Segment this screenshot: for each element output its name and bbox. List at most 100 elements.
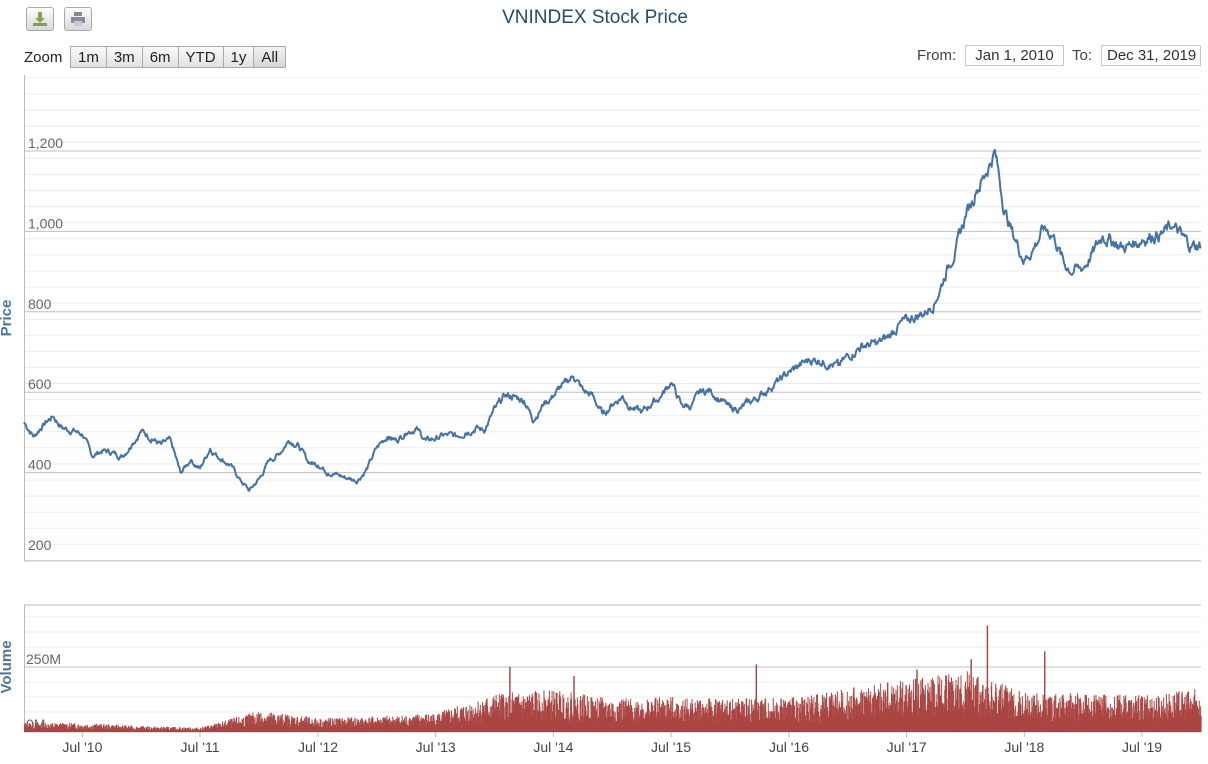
price-y-tick-label: 600 xyxy=(28,376,52,392)
volume-bar xyxy=(286,716,288,732)
volume-bar xyxy=(885,690,887,732)
volume-bar xyxy=(582,694,584,732)
range-buttons: 1m 3m 6m YTD 1y All xyxy=(70,46,287,68)
volume-bar xyxy=(376,717,378,732)
volume-bar xyxy=(1178,691,1180,732)
price-y-tick-label: 800 xyxy=(28,296,52,312)
volume-bar xyxy=(393,719,395,732)
volume-bar xyxy=(335,718,337,732)
volume-bar xyxy=(952,681,954,732)
range-button-ytd[interactable]: YTD xyxy=(177,46,224,68)
price-line xyxy=(23,148,1202,492)
range-button-1m[interactable]: 1m xyxy=(70,46,107,68)
volume-bar xyxy=(112,725,114,732)
price-y-axis: 1,200 1,000 800 600 400 200 xyxy=(28,135,63,553)
to-date-input[interactable]: Dec 31, 2019 xyxy=(1101,45,1201,66)
volume-bar xyxy=(65,724,67,732)
volume-bar xyxy=(1088,698,1090,732)
volume-bar xyxy=(146,727,148,732)
volume-bar xyxy=(797,707,799,732)
to-label: To: xyxy=(1072,47,1093,64)
volume-bar xyxy=(412,717,414,732)
volume-bar xyxy=(746,698,748,732)
volume-bar xyxy=(632,712,634,732)
volume-bar xyxy=(28,723,30,732)
volume-bar xyxy=(70,723,72,732)
volume-bar xyxy=(1059,701,1061,732)
volume-bar xyxy=(98,725,100,732)
volume-y-tick-label: 250M xyxy=(26,651,61,667)
volume-bar xyxy=(987,625,989,732)
x-tick-label: Jul '13 xyxy=(416,739,456,755)
volume-bar xyxy=(619,701,621,732)
volume-bar xyxy=(103,724,105,732)
volume-bar xyxy=(366,722,368,732)
volume-bar xyxy=(659,707,661,732)
range-button-6m[interactable]: 6m xyxy=(141,46,179,68)
volume-bar xyxy=(58,724,60,732)
volume-bar xyxy=(1044,651,1046,732)
volume-bar xyxy=(392,716,394,732)
volume-bar xyxy=(342,721,344,732)
volume-bar xyxy=(648,709,650,732)
volume-bar xyxy=(586,696,588,732)
volume-bar xyxy=(789,700,791,732)
volume-bar xyxy=(514,697,516,732)
volume-bar xyxy=(849,696,851,732)
volume-bar xyxy=(1084,694,1086,732)
range-button-1y[interactable]: 1y xyxy=(222,46,255,68)
volume-bar xyxy=(581,700,583,732)
volume-bar xyxy=(95,724,97,732)
volume-bar xyxy=(697,704,699,732)
volume-bar xyxy=(768,711,770,732)
volume-bar xyxy=(1152,707,1154,732)
volume-bar xyxy=(541,702,543,732)
from-label: From: xyxy=(917,47,957,64)
volume-bar xyxy=(1165,694,1167,732)
volume-bar xyxy=(1051,703,1053,732)
range-button-all[interactable]: All xyxy=(253,46,287,68)
volume-bar xyxy=(106,724,108,732)
volume-bar xyxy=(854,699,856,732)
volume-bar xyxy=(308,717,310,732)
volume-bar xyxy=(833,705,835,732)
volume-bar xyxy=(1071,702,1073,732)
volume-bar xyxy=(1184,697,1186,732)
volume-bar xyxy=(949,682,951,732)
range-button-3m[interactable]: 3m xyxy=(105,46,143,68)
volume-bar xyxy=(681,705,683,732)
volume-bar xyxy=(682,700,684,732)
volume-bar xyxy=(560,698,562,732)
print-button[interactable] xyxy=(64,7,92,31)
volume-bar xyxy=(444,713,446,732)
volume-bar xyxy=(973,684,975,732)
volume-bar xyxy=(1103,694,1105,732)
volume-bar xyxy=(860,692,862,732)
zoom-label: Zoom xyxy=(24,49,63,66)
volume-bar xyxy=(47,725,49,732)
volume-bar xyxy=(922,678,924,732)
volume-bar xyxy=(598,700,600,732)
volume-bar xyxy=(368,717,370,732)
download-icon xyxy=(33,12,47,26)
volume-bar xyxy=(244,717,246,732)
volume-bar xyxy=(1029,700,1031,732)
volume-bar xyxy=(340,719,342,732)
download-button[interactable] xyxy=(26,7,54,31)
volume-bar xyxy=(283,721,285,732)
volume-bar xyxy=(535,692,537,732)
volume-bar xyxy=(549,703,551,732)
volume-bar xyxy=(509,667,511,732)
price-y-tick-label: 400 xyxy=(28,457,52,473)
volume-bar xyxy=(774,705,776,732)
volume-bar xyxy=(224,720,226,732)
volume-bar xyxy=(32,722,34,732)
volume-bar xyxy=(550,700,552,732)
from-date-input[interactable]: Jan 1, 2010 xyxy=(965,45,1064,66)
volume-bar xyxy=(655,697,657,732)
volume-bar xyxy=(81,726,83,732)
volume-bar xyxy=(477,701,479,732)
volume-bar xyxy=(252,712,254,732)
volume-bar xyxy=(672,697,674,732)
volume-bar xyxy=(1033,701,1035,732)
